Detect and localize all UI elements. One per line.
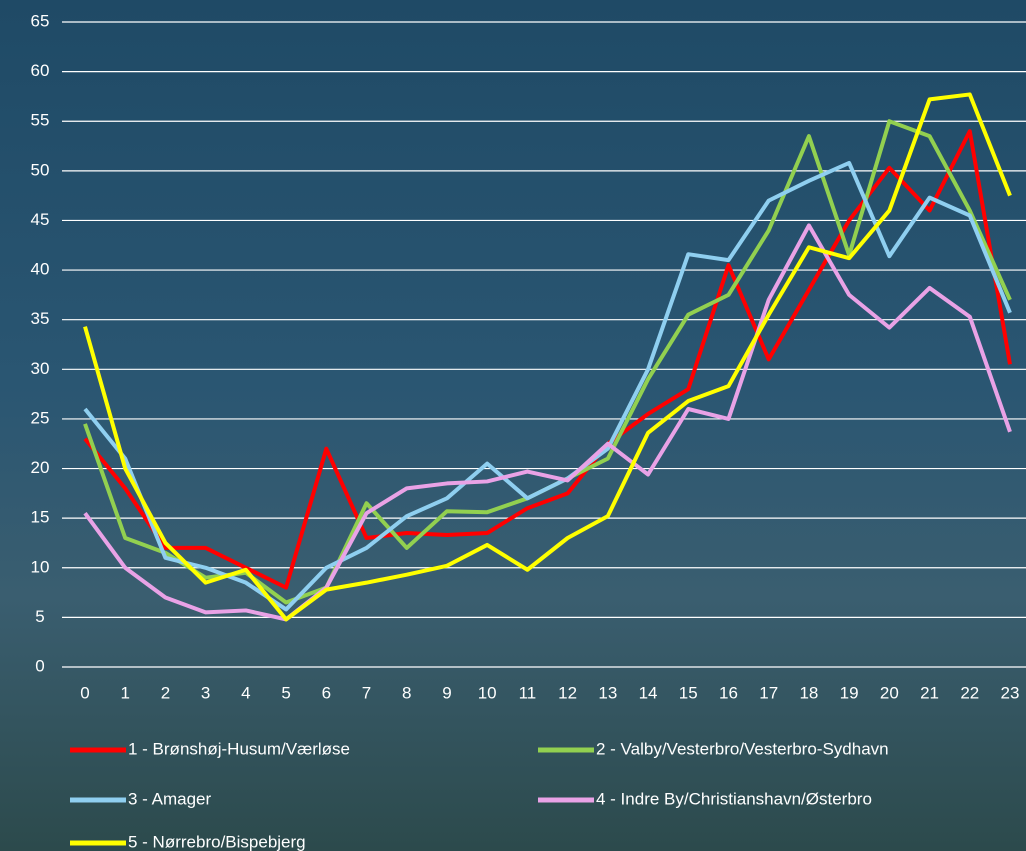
legend-label: 2 - Valby/Vesterbro/Vesterbro-Sydhavn bbox=[596, 739, 889, 758]
series-line bbox=[83, 160, 1012, 612]
x-tick-label: 2 bbox=[161, 683, 170, 702]
x-tick-label: 17 bbox=[759, 683, 778, 702]
legend-label: 1 - Brønshøj-Husum/Værløse bbox=[128, 739, 350, 758]
y-tick-label: 30 bbox=[31, 359, 50, 378]
legend-label: 4 - Indre By/Christianshavn/Østerbro bbox=[596, 789, 872, 808]
x-tick-label: 16 bbox=[719, 683, 738, 702]
x-tick-label: 6 bbox=[322, 683, 331, 702]
x-tick-label: 11 bbox=[519, 683, 537, 702]
y-tick-label: 25 bbox=[31, 408, 50, 427]
x-tick-label: 9 bbox=[442, 683, 451, 702]
x-tick-label: 19 bbox=[840, 683, 859, 702]
y-tick-label: 5 bbox=[35, 607, 44, 626]
x-tick-label: 5 bbox=[281, 683, 290, 702]
x-tick-label: 22 bbox=[960, 683, 979, 702]
x-tick-label: 21 bbox=[920, 683, 939, 702]
x-tick-label: 8 bbox=[402, 683, 411, 702]
series-line bbox=[83, 92, 1012, 622]
y-tick-label: 45 bbox=[31, 210, 50, 229]
y-tick-label: 55 bbox=[31, 111, 50, 130]
y-tick-label: 20 bbox=[31, 458, 50, 477]
x-tick-label: 4 bbox=[241, 683, 250, 702]
series-line bbox=[83, 223, 1012, 622]
y-tick-label: 35 bbox=[31, 309, 50, 328]
y-tick-label: 10 bbox=[31, 557, 50, 576]
legend-label: 5 - Nørrebro/Bispebjerg bbox=[128, 832, 306, 851]
series-line bbox=[83, 129, 1012, 590]
legend-label: 3 - Amager bbox=[128, 789, 211, 808]
x-tick-label: 15 bbox=[679, 683, 698, 702]
y-tick-label: 0 bbox=[35, 656, 44, 675]
x-tick-label: 20 bbox=[880, 683, 899, 702]
y-tick-label: 15 bbox=[31, 508, 50, 527]
x-tick-label: 13 bbox=[598, 683, 617, 702]
y-tick-label: 50 bbox=[31, 160, 50, 179]
x-tick-label: 12 bbox=[558, 683, 577, 702]
y-tick-label: 60 bbox=[31, 61, 50, 80]
y-tick-label: 40 bbox=[31, 260, 50, 279]
x-tick-label: 3 bbox=[201, 683, 210, 702]
x-tick-label: 10 bbox=[478, 683, 497, 702]
x-tick-label: 0 bbox=[80, 683, 89, 702]
x-tick-label: 23 bbox=[1001, 683, 1020, 702]
x-tick-label: 18 bbox=[799, 683, 818, 702]
y-tick-label: 65 bbox=[31, 11, 50, 30]
x-tick-label: 7 bbox=[362, 683, 371, 702]
x-tick-label: 14 bbox=[639, 683, 658, 702]
x-tick-label: 1 bbox=[120, 683, 129, 702]
